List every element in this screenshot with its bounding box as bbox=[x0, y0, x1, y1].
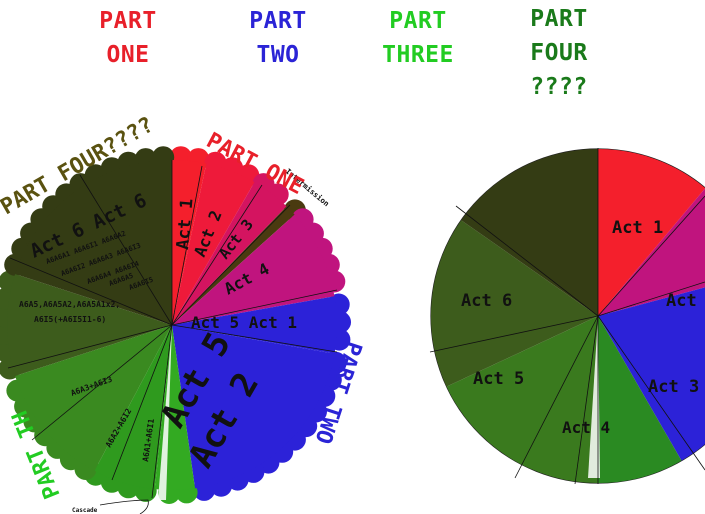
legend-part-three: PART THREE bbox=[368, 4, 468, 72]
right-pie-chart: Act 1 Act Act 3 Act 4 Act 5 Act 6 bbox=[429, 148, 705, 485]
left-pie-chart: Act 1 Act 2 Act 3 Intermission Act 4 Act… bbox=[0, 112, 366, 514]
left-slice-act2 bbox=[172, 163, 255, 325]
right-label-act1: Act 1 bbox=[612, 218, 663, 238]
right-slice-act6 bbox=[430, 220, 598, 387]
left-slice-a6a2 bbox=[94, 325, 172, 490]
legend-part-three-line2: THREE bbox=[382, 42, 454, 68]
legend-part-four: PART FOUR ???? bbox=[515, 2, 603, 104]
left-slice-a6a5 bbox=[7, 274, 173, 376]
right-slice-act3 bbox=[598, 287, 705, 461]
right-label-act4: Act 4 bbox=[562, 418, 610, 437]
legend-part-one-line1: PART bbox=[99, 8, 157, 34]
legend-part-four-line1: PART bbox=[530, 6, 588, 32]
right-slice-act4 bbox=[598, 316, 682, 483]
left-label-cascade: Cascade bbox=[72, 507, 98, 514]
left-label-act1: Act 1 bbox=[173, 198, 197, 251]
right-slice-act7 bbox=[461, 149, 598, 316]
left-slice-act4 bbox=[172, 214, 335, 325]
left-label-a6a5b: A6I5(+A6I5I1-6) bbox=[34, 315, 106, 324]
legend-part-two-line2: TWO bbox=[256, 42, 300, 68]
cascade-arc bbox=[99, 499, 149, 514]
legend-part-two: PART TWO bbox=[238, 4, 318, 72]
right-pie-white-sliver bbox=[588, 316, 600, 478]
legend-part-three-line1: PART bbox=[389, 8, 447, 34]
right-slice-act1 bbox=[598, 149, 705, 316]
left-label-act5-act1: Act 5 Act 1 bbox=[191, 313, 297, 332]
legend-part-four-line3: ???? bbox=[530, 74, 588, 100]
right-label-act5: Act 5 bbox=[473, 369, 524, 389]
right-label-act6: Act 6 bbox=[461, 291, 512, 311]
left-pie-white-sliver bbox=[158, 325, 172, 500]
right-slice-act5 bbox=[446, 316, 598, 483]
left-slice-a6a3 bbox=[15, 325, 172, 471]
right-pie-slices bbox=[430, 149, 705, 483]
right-label-act-partial: Act bbox=[666, 291, 697, 311]
right-pie-divider-lines bbox=[429, 148, 705, 485]
left-slice-intermission bbox=[172, 206, 295, 325]
left-slice-act5-act2 bbox=[172, 325, 335, 489]
left-pie-divider-lines bbox=[7, 160, 338, 499]
legend-part-one: PART ONE bbox=[88, 4, 168, 72]
legend-part-two-line1: PART bbox=[249, 8, 307, 34]
left-slice-act6 bbox=[15, 160, 172, 325]
left-slice-act3 bbox=[172, 182, 287, 325]
right-label-act3: Act 3 bbox=[648, 377, 699, 397]
legend-part-four-line2: FOUR bbox=[530, 40, 588, 66]
legend-part-one-line2: ONE bbox=[106, 42, 150, 68]
left-label-a6a5: A6A5,A6A5A2,A6A5A1x2, bbox=[19, 300, 120, 309]
right-slice-act2 bbox=[598, 188, 705, 316]
left-slice-act1 bbox=[172, 160, 207, 325]
left-slice-act5-act1 bbox=[172, 296, 338, 354]
